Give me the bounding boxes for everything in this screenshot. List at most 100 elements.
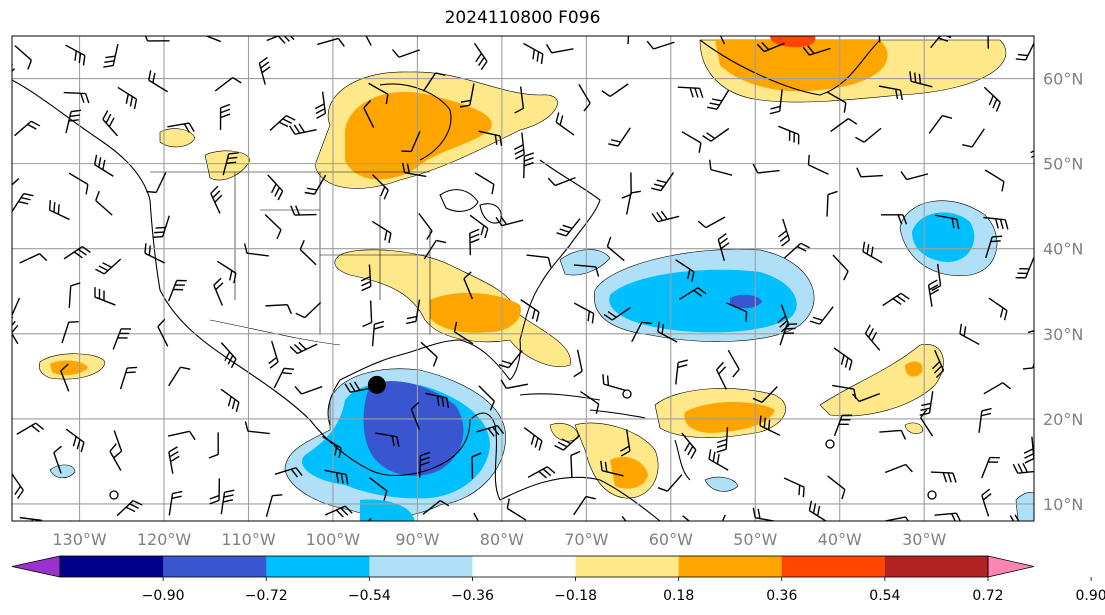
plot-frame xyxy=(11,35,1035,522)
anomaly-negative-region xyxy=(730,294,762,309)
wind-barb xyxy=(759,415,781,436)
wind-barb xyxy=(779,323,798,346)
wind-barb xyxy=(580,390,600,414)
wind-barb xyxy=(856,167,883,178)
wind-barb xyxy=(113,430,123,459)
state-borders xyxy=(234,172,431,335)
wind-barb xyxy=(657,474,683,492)
wind-barb xyxy=(646,40,675,50)
location-marker xyxy=(367,375,386,394)
wind-barb xyxy=(244,421,270,435)
wind-barb xyxy=(833,414,853,437)
anomaly-positive-region xyxy=(904,422,923,434)
wind-barb xyxy=(756,41,785,53)
wind-barb xyxy=(167,122,195,133)
wind-barb xyxy=(116,499,143,517)
wind-barb xyxy=(935,214,960,230)
wind-barb xyxy=(769,89,783,115)
wind-barb xyxy=(324,469,349,485)
wind-barb xyxy=(401,130,421,153)
wind-barb xyxy=(102,110,118,137)
wind-barb xyxy=(909,71,933,88)
wind-barb xyxy=(603,306,631,321)
wind-barb xyxy=(63,246,91,260)
latitude-tick-label: 60°N xyxy=(1043,70,1083,89)
wind-barb xyxy=(625,190,641,215)
wind-barb xyxy=(928,114,953,134)
calm-wind-circle xyxy=(622,389,632,399)
wind-barb xyxy=(573,264,600,277)
wind-barb xyxy=(369,476,388,501)
wind-barb xyxy=(243,243,269,257)
wind-barbs xyxy=(12,36,1034,521)
wind-barb xyxy=(545,43,574,54)
wind-barb xyxy=(513,132,525,160)
wind-barb xyxy=(855,127,882,143)
wind-barb xyxy=(500,379,529,390)
latitude-tick-label: 30°N xyxy=(1043,325,1083,344)
wind-barb xyxy=(109,443,122,471)
wind-barb xyxy=(864,324,881,351)
latitude-tick-label: 50°N xyxy=(1043,155,1083,174)
wind-barb xyxy=(1015,257,1034,279)
plot-content xyxy=(12,36,1034,521)
colorbar-tick-label: 0.72 xyxy=(972,588,1003,604)
colorbar-segment xyxy=(575,556,680,577)
wind-barb xyxy=(406,299,421,325)
wind-barb xyxy=(832,254,849,281)
wind-barb xyxy=(727,349,740,378)
wind-barb xyxy=(778,125,800,145)
wind-barb xyxy=(547,176,576,187)
wind-barb xyxy=(117,86,138,110)
colorbar-frame xyxy=(59,555,989,578)
colorbar-segment xyxy=(60,556,164,577)
wind-barb xyxy=(783,477,805,498)
wind-barb xyxy=(167,279,187,302)
wind-barb xyxy=(152,215,170,238)
anomaly-negative-region xyxy=(704,476,739,492)
anomaly-positive-region xyxy=(549,423,579,442)
wind-barb xyxy=(573,302,595,324)
wind-barb xyxy=(520,299,540,322)
wind-barb xyxy=(716,427,729,453)
wind-barb xyxy=(657,321,678,343)
wind-barb xyxy=(168,366,191,387)
wind-barb xyxy=(882,292,910,307)
anomaly-positive-region xyxy=(684,402,775,433)
wind-barb xyxy=(214,76,242,92)
wind-barb xyxy=(802,45,831,56)
wind-barb xyxy=(606,236,625,262)
latitude-labels: 60°N 50°N 40°N 30°N 20°N 10°N xyxy=(1043,70,1083,514)
wind-barb xyxy=(168,490,183,516)
colorbar-extend-high xyxy=(987,555,1035,578)
wind-barb xyxy=(554,434,581,451)
colorbar-segment xyxy=(163,556,267,577)
anomaly-negative-region xyxy=(1015,492,1034,521)
wind-barb xyxy=(168,446,180,474)
wind-barb xyxy=(1027,330,1034,334)
wind-barb xyxy=(360,264,372,292)
wind-barb xyxy=(675,359,688,385)
wind-barb xyxy=(372,174,389,200)
wind-barb xyxy=(988,297,1008,321)
wind-barb xyxy=(978,407,992,433)
wind-barb xyxy=(930,471,957,483)
wind-barb xyxy=(265,494,283,518)
calm-wind-circle xyxy=(825,439,835,449)
latitude-tick-label: 10°N xyxy=(1043,495,1083,514)
wind-barb xyxy=(608,127,631,147)
wind-barb xyxy=(48,200,70,221)
wind-barb xyxy=(726,302,748,322)
wind-barb xyxy=(651,172,675,192)
wind-barb xyxy=(391,49,420,58)
wind-barb xyxy=(620,429,631,457)
wind-barb xyxy=(808,500,828,521)
wind-barb xyxy=(119,366,138,390)
wind-barb xyxy=(602,374,626,391)
colorbar-segment xyxy=(369,556,473,577)
wind-barb xyxy=(157,318,169,347)
wind-barb xyxy=(12,177,20,186)
wind-barb xyxy=(148,70,168,93)
wind-barb xyxy=(778,218,791,247)
wind-barb xyxy=(862,241,883,264)
